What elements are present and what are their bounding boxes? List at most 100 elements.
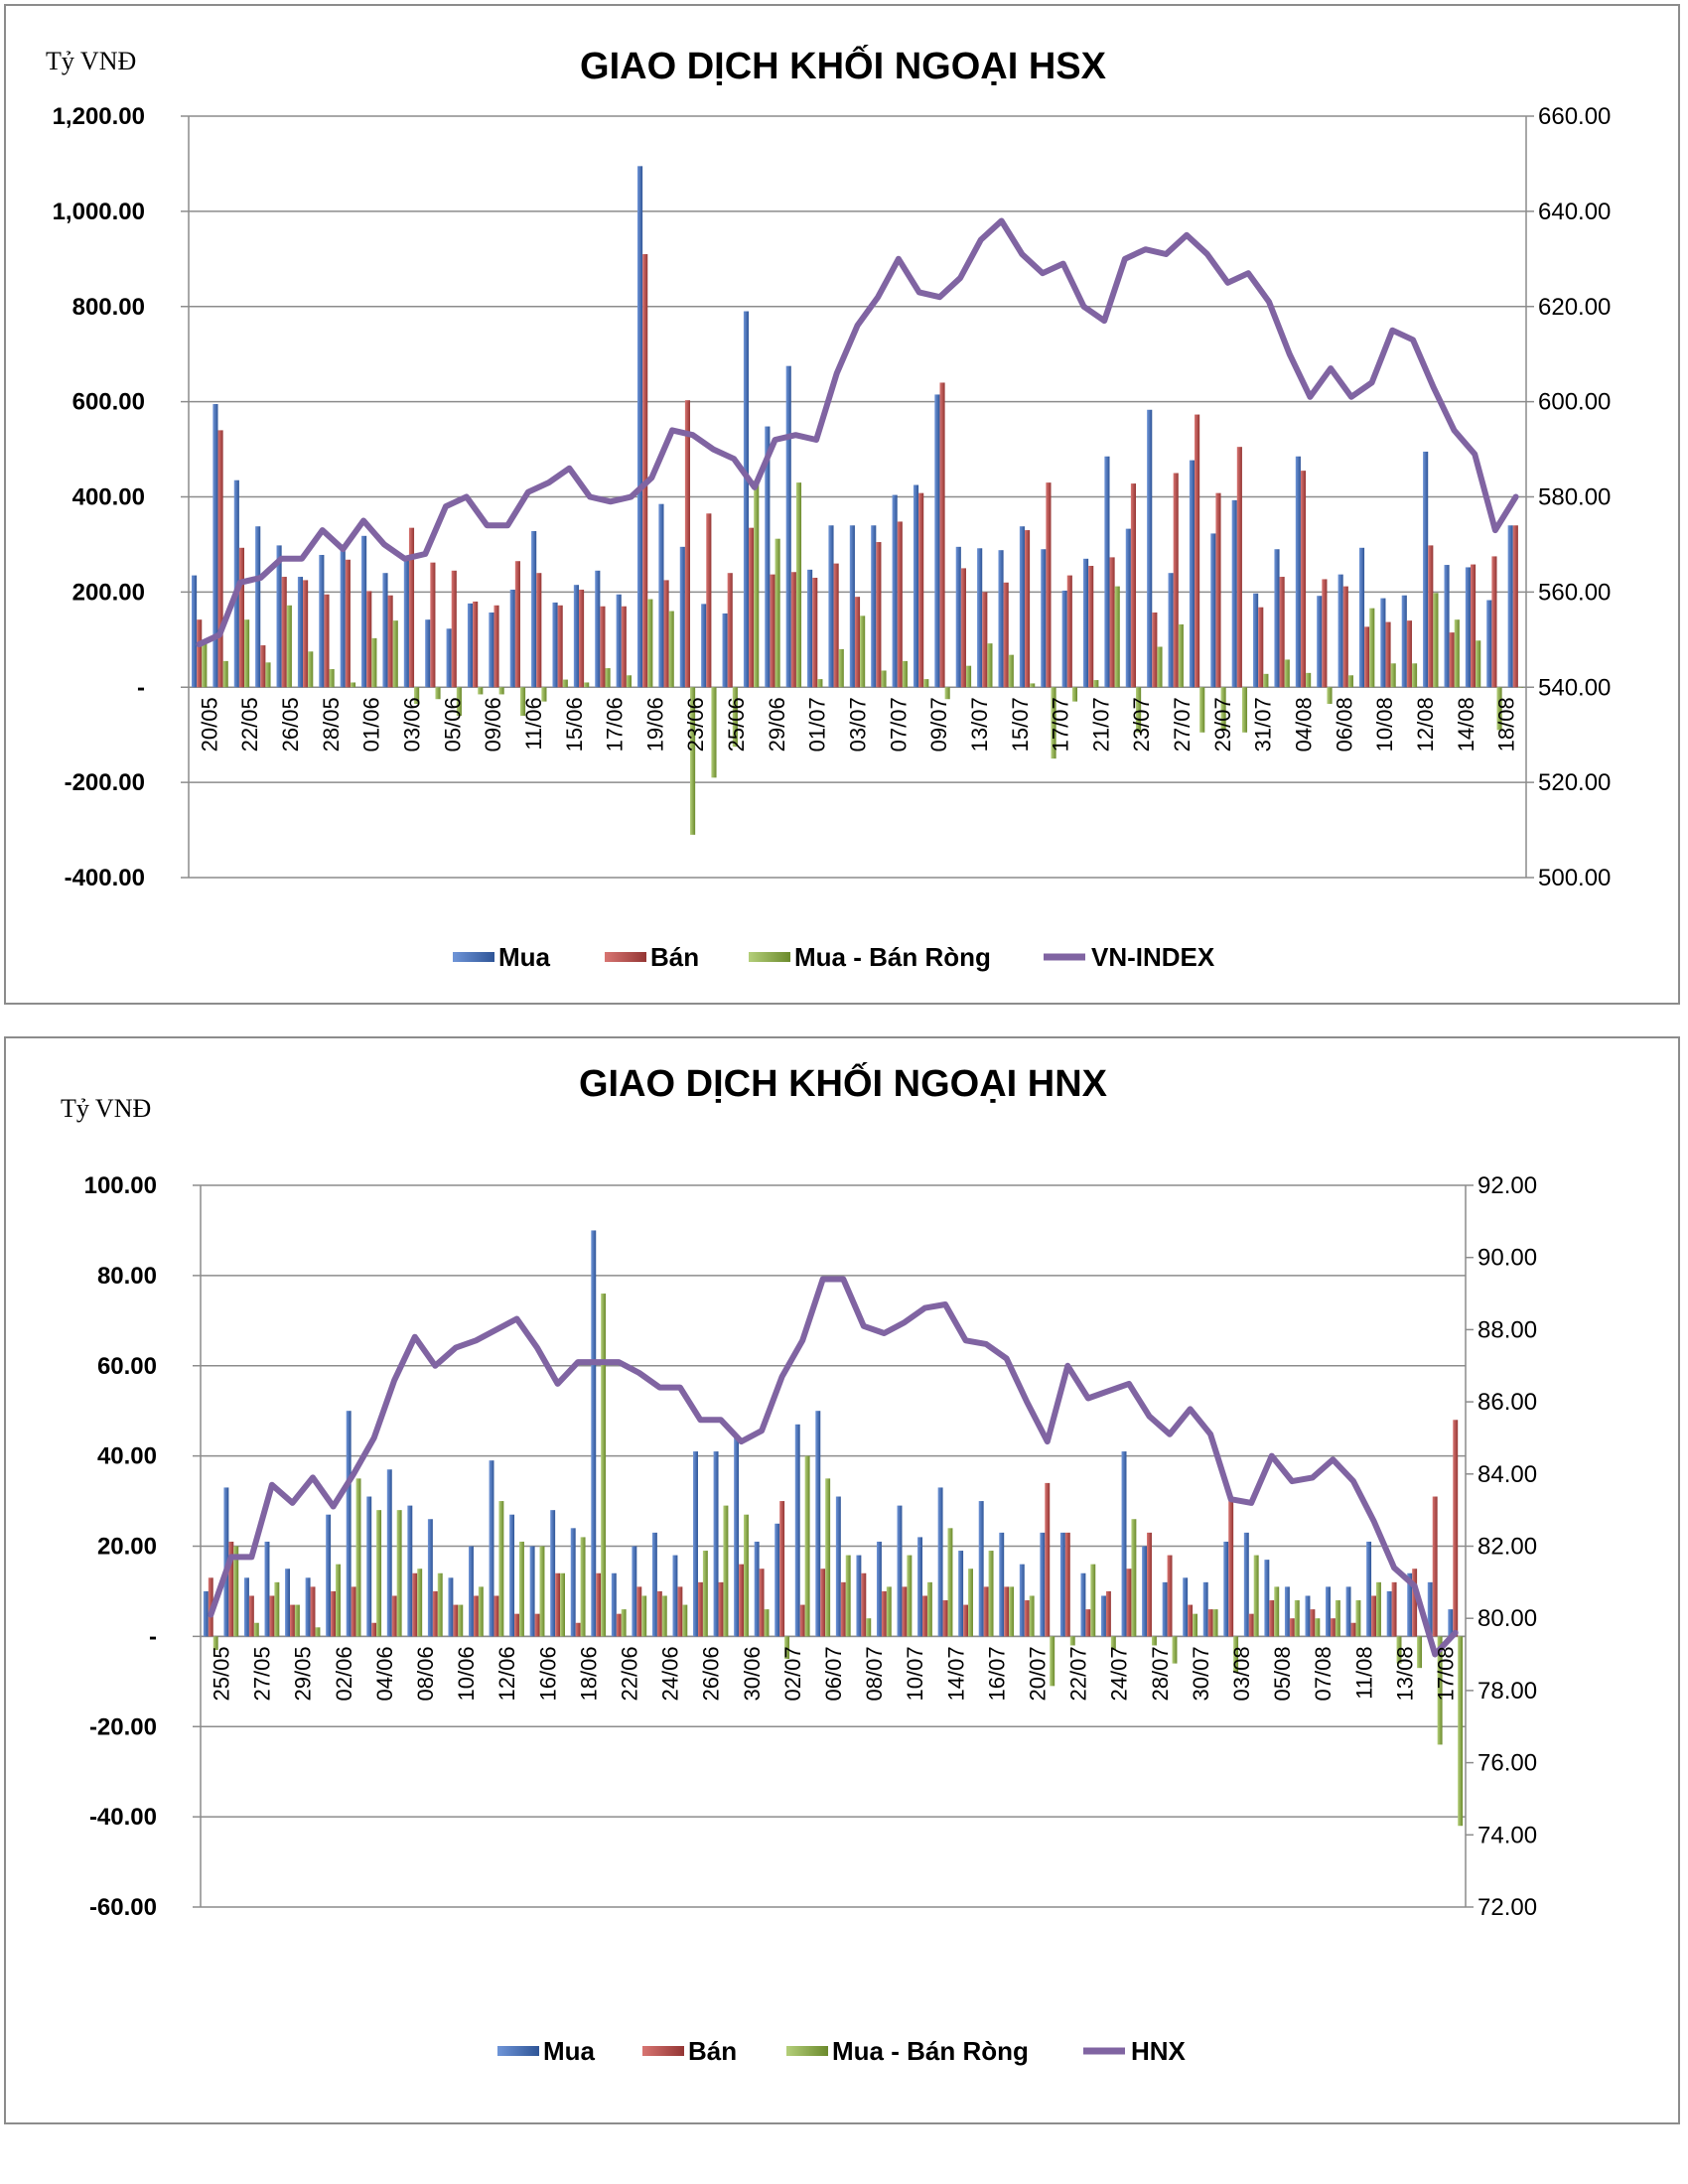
- bar-mua: [243, 1577, 249, 1637]
- bar-mua: [1142, 1546, 1148, 1637]
- bar-mua-b-n-r-ng: [711, 687, 717, 778]
- bar-mua: [958, 1551, 964, 1637]
- x-tick-label: 16/06: [535, 1646, 560, 1701]
- y2-tick-label: 520.00: [1538, 769, 1611, 796]
- bar-mua: [1486, 600, 1492, 688]
- bar-mua-b-n-r-ng: [1157, 646, 1163, 688]
- bar-mua-b-n-r-ng: [560, 1572, 565, 1637]
- bar-mua-b-n-r-ng: [743, 1514, 749, 1637]
- bar-mua-b-n-r-ng: [294, 1604, 300, 1637]
- bar-mua-b-n-r-ng: [1151, 1636, 1157, 1646]
- bar-mua-b-n-r-ng: [202, 642, 208, 688]
- bar-b-n: [1228, 1501, 1234, 1637]
- bar-mua-b-n-r-ng: [907, 1555, 913, 1637]
- bar-b-n: [1046, 482, 1052, 688]
- x-tick-label: 27/07: [1170, 697, 1195, 751]
- bar-mua: [407, 1505, 413, 1637]
- bar-mua-b-n-r-ng: [1454, 619, 1460, 688]
- bar-mua-b-n-r-ng: [1417, 1636, 1423, 1669]
- bar-b-n: [621, 606, 627, 688]
- bar-b-n: [1109, 557, 1115, 688]
- bar-mua: [1386, 1590, 1392, 1637]
- chart-title: GIAO DỊCH KHỐI NGOẠI HNX: [579, 1060, 1108, 1105]
- y2-tick-label: 76.00: [1477, 1750, 1537, 1777]
- bar-mua: [1019, 1564, 1025, 1637]
- bar-mua: [366, 1496, 372, 1637]
- bar-b-n: [636, 1586, 642, 1637]
- bar-mua-b-n-r-ng: [1315, 1618, 1321, 1637]
- bar-mua-b-n-r-ng: [518, 1541, 524, 1637]
- hnx-chart-panel: GIAO DỊCH KHỐI NGOẠI HNX Tỷ VNĐ 100.00 80…: [4, 1036, 1680, 2124]
- bar-mua: [1189, 460, 1196, 688]
- bar-b-n: [493, 605, 499, 688]
- bar-mua: [835, 1496, 841, 1637]
- bar-mua: [1101, 1595, 1106, 1637]
- x-tick-label: 15/06: [562, 697, 587, 751]
- legend-label: Bán: [688, 2036, 737, 2066]
- bar-b-n: [1066, 575, 1072, 688]
- bar-mua: [1059, 1532, 1065, 1637]
- bar-mua: [1507, 525, 1513, 688]
- bar-mua-b-n-r-ng: [1253, 1555, 1259, 1637]
- bar-mua: [1168, 573, 1174, 688]
- bar-b-n: [939, 382, 945, 688]
- y2-tick-label: 500.00: [1538, 865, 1611, 891]
- x-tick-label: 04/06: [372, 1646, 397, 1701]
- bar-mua-b-n-r-ng: [1114, 586, 1120, 688]
- x-tick-label: 28/05: [319, 697, 344, 751]
- bar-b-n: [534, 1613, 540, 1637]
- hsx-chart-panel: GIAO DỊCH KHỐI NGOẠI HSX Tỷ VNĐ 1,200.00…: [4, 4, 1680, 1005]
- bar-mua-b-n-r-ng: [923, 679, 929, 688]
- x-tick-label: 30/06: [740, 1646, 765, 1701]
- bar-mua-b-n-r-ng: [1212, 1609, 1218, 1637]
- bar-mua: [1366, 1541, 1372, 1637]
- bar-b-n: [1342, 586, 1348, 688]
- bar-b-n: [451, 570, 457, 688]
- bar-mua: [509, 589, 515, 688]
- bar-mua-b-n-r-ng: [784, 1636, 790, 1660]
- bar-b-n: [197, 619, 203, 688]
- bar-mua-b-n-r-ng: [702, 1551, 708, 1637]
- bar-mua: [937, 1487, 943, 1637]
- bar-b-n: [600, 606, 606, 688]
- bar-mua: [636, 166, 643, 688]
- bar-mua: [446, 628, 452, 688]
- bar-mua-b-n-r-ng: [286, 605, 292, 688]
- bar-b-n: [1300, 471, 1307, 688]
- bar-mua-b-n-r-ng: [498, 1501, 504, 1637]
- bar-b-n: [897, 521, 903, 688]
- bar-mua-b-n-r-ng: [562, 679, 568, 688]
- bar-mua-b-n-r-ng: [1347, 675, 1353, 688]
- bar-mua: [917, 1537, 923, 1637]
- x-tick-label: 14/07: [943, 1646, 968, 1701]
- x-tick-label: 22/05: [237, 697, 262, 751]
- bar-b-n: [1195, 414, 1200, 688]
- bar-mua: [1210, 533, 1216, 688]
- bar-mua: [297, 577, 304, 688]
- bar-mua: [999, 1532, 1005, 1637]
- bar-mua-b-n-r-ng: [804, 1455, 810, 1637]
- bar-b-n: [408, 527, 415, 688]
- bar-mua: [1448, 1609, 1454, 1637]
- x-tick-label: 18/06: [576, 1646, 601, 1701]
- x-tick-label: 17/08: [1433, 1646, 1458, 1701]
- bar-mua-b-n-r-ng: [580, 1537, 586, 1637]
- bar-mua: [978, 1501, 984, 1637]
- bar-b-n: [1491, 556, 1497, 688]
- x-tick-label: 13/08: [1392, 1646, 1417, 1701]
- bar-b-n: [1003, 582, 1009, 688]
- bar-b-n: [432, 1590, 438, 1637]
- bar-mua-b-n-r-ng: [396, 1510, 402, 1637]
- bar-b-n: [684, 400, 691, 688]
- y2-tick-label: 560.00: [1538, 579, 1611, 606]
- y2-tick-label: 74.00: [1477, 1822, 1537, 1848]
- y2-tick-label: 600.00: [1538, 389, 1611, 416]
- bar-mua-b-n-r-ng: [1411, 663, 1418, 688]
- bar-mua-b-n-r-ng: [1093, 680, 1099, 688]
- y-tick-label: 20.00: [97, 1534, 157, 1561]
- y2-tick-label: 78.00: [1477, 1678, 1537, 1705]
- x-tick-label: 01/06: [359, 697, 384, 751]
- bar-b-n: [1147, 1532, 1152, 1637]
- bar-mua-b-n-r-ng: [1263, 673, 1269, 688]
- bar-b-n: [514, 1613, 519, 1637]
